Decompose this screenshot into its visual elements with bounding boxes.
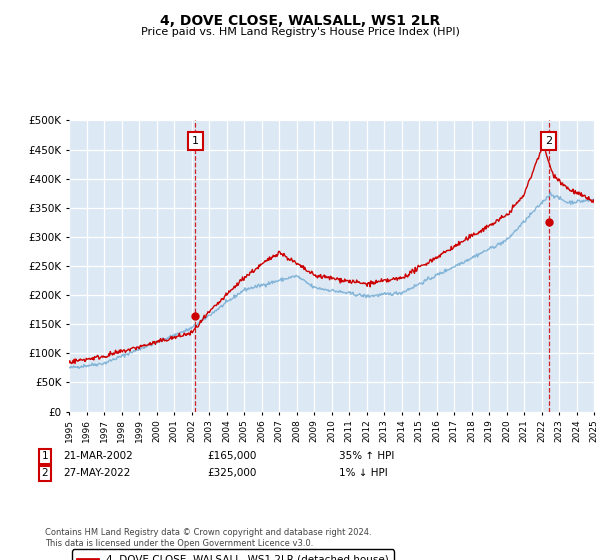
Legend: 4, DOVE CLOSE, WALSALL, WS1 2LR (detached house), HPI: Average price, detached h: 4, DOVE CLOSE, WALSALL, WS1 2LR (detache… [71, 549, 394, 560]
Text: 1% ↓ HPI: 1% ↓ HPI [339, 468, 388, 478]
Text: 4, DOVE CLOSE, WALSALL, WS1 2LR: 4, DOVE CLOSE, WALSALL, WS1 2LR [160, 14, 440, 28]
Text: 21-MAR-2002: 21-MAR-2002 [63, 451, 133, 461]
Text: 2: 2 [545, 136, 552, 146]
Text: 1: 1 [41, 451, 49, 461]
Text: Contains HM Land Registry data © Crown copyright and database right 2024.
This d: Contains HM Land Registry data © Crown c… [45, 528, 371, 548]
Text: £325,000: £325,000 [207, 468, 256, 478]
Text: 1: 1 [192, 136, 199, 146]
Text: 27-MAY-2022: 27-MAY-2022 [63, 468, 130, 478]
Text: Price paid vs. HM Land Registry's House Price Index (HPI): Price paid vs. HM Land Registry's House … [140, 27, 460, 37]
Text: 2: 2 [41, 468, 49, 478]
Text: 35% ↑ HPI: 35% ↑ HPI [339, 451, 394, 461]
Text: £165,000: £165,000 [207, 451, 256, 461]
